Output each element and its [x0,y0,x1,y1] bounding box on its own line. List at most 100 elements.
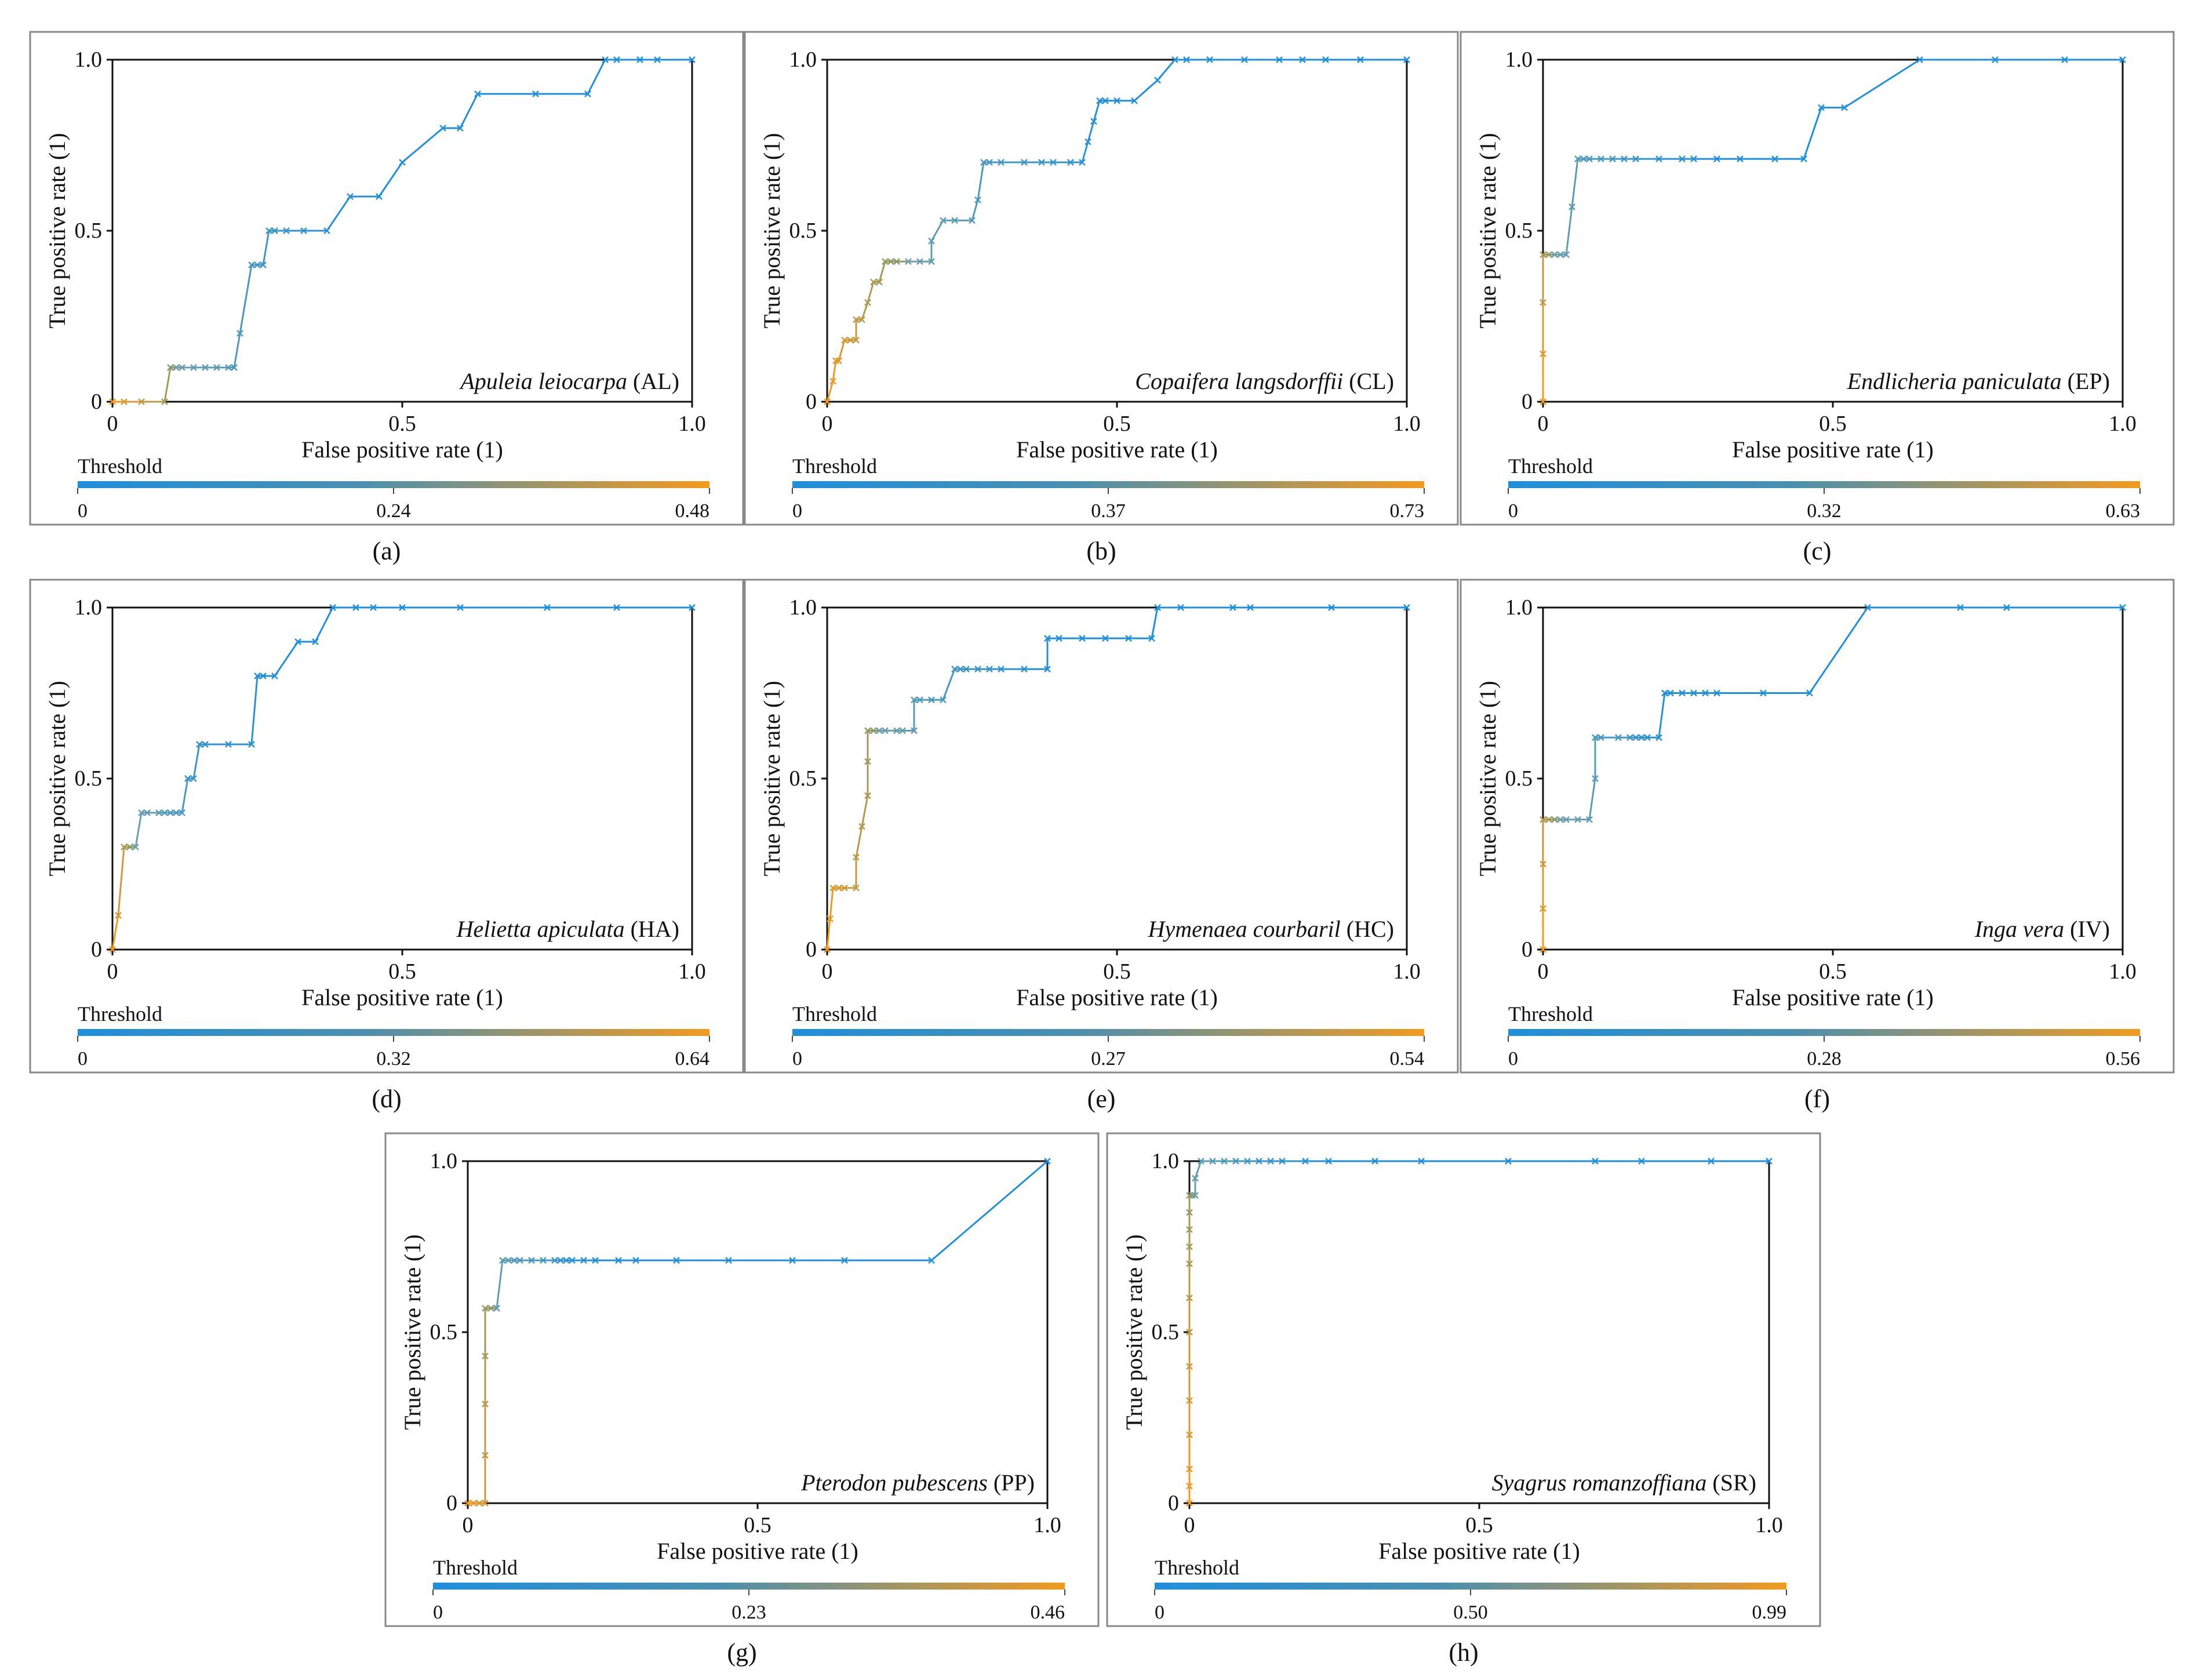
roc-curve-segment [496,1260,504,1308]
roc-point-marker [1056,635,1062,642]
x-tick-label: 0.5 [388,959,416,984]
roc-point-marker [853,884,860,892]
roc-point-marker [1667,689,1674,697]
roc-curve-segment [1588,778,1596,820]
threshold-label: Threshold [1508,454,1593,478]
roc-point-marker [1371,1158,1378,1165]
roc-point-marker [1186,1243,1193,1250]
species-name: Apuleia leiocarpa [458,368,627,394]
roc-point-marker [1655,155,1662,162]
roc-curve-segment [867,282,875,303]
roc-point-marker [916,258,923,265]
roc-point-marker [1760,689,1767,697]
roc-point-marker [858,316,865,323]
roc-curve-segment [250,675,259,745]
roc-point-marker [1125,635,1132,642]
roc-point-marker [1044,666,1051,673]
roc-point-marker [376,193,383,200]
y-axis-label: True positive rate (1) [44,133,70,328]
x-tick-label: 0 [1184,1513,1195,1537]
roc-point-marker [1186,1294,1193,1301]
roc-point-marker [1597,155,1604,162]
panel-letter: (a) [373,537,401,565]
roc-point-marker [1322,56,1329,63]
y-tick-label: 1.0 [1505,48,1533,72]
threshold-tick-label: 0.37 [1091,500,1126,522]
y-tick-label: 0.5 [75,766,103,791]
panel-letter: (f) [1804,1085,1830,1113]
roc-point-marker [1186,1226,1193,1233]
roc-point-marker [1038,159,1045,166]
roc-point-marker [184,775,191,782]
y-tick-label: 0 [446,1491,457,1515]
threshold-tick-label: 0.63 [2106,500,2141,522]
x-tick-label: 1.0 [1393,412,1421,436]
roc-point-marker [1638,1158,1645,1165]
roc-point-marker [1256,1158,1262,1165]
roc-curve-segment [1156,59,1176,81]
threshold-tick-label: 0 [1155,1602,1164,1623]
species-label: Inga vera (IV) [1974,916,2110,942]
species-label: Hymenaea courbaril (HC) [1148,916,1394,942]
roc-point-marker [963,666,970,673]
x-tick-label: 0 [822,959,833,984]
roc-point-marker [969,217,976,224]
panel-border [744,579,1459,1074]
roc-point-marker [260,261,267,268]
roc-point-marker [928,258,935,265]
roc-point-marker [1551,251,1558,259]
roc-point-marker [265,227,272,234]
threshold-color-bar [433,1583,1065,1590]
roc-curve-segment [931,1160,1048,1261]
roc-point-marker [1679,689,1686,697]
roc-point-marker [236,330,243,337]
roc-point-marker [1540,905,1546,912]
roc-point-marker [1638,734,1645,741]
roc-point-marker [986,159,993,166]
y-axis-label: True positive rate (1) [44,681,70,876]
x-tick-label: 0 [463,1513,474,1537]
y-tick-label: 0 [806,937,817,962]
roc-point-marker [202,364,209,371]
roc-point-marker [1632,734,1639,741]
roc-point-marker [654,56,661,63]
roc-curve-segment [274,641,299,677]
species-name: Copaifera langsdorffii [1135,368,1343,394]
roc-point-marker [1102,635,1109,642]
roc-curve-segment [1134,79,1158,101]
roc-point-marker [1186,1329,1193,1336]
roc-point-marker [196,741,203,748]
roc-point-marker [1702,689,1709,697]
roc-point-marker [940,696,947,704]
roc-point-marker [528,1257,535,1264]
roc-point-marker [1186,1397,1193,1404]
roc-point-marker [824,946,831,953]
species-label: Endlicheria paniculata (EP) [1847,368,2110,394]
threshold-tick-label: 0 [1508,1048,1518,1070]
roc-curve-segment [878,261,886,282]
roc-point-marker [511,1257,518,1264]
threshold-label: Threshold [792,454,877,478]
roc-point-marker [482,1304,489,1312]
x-axis-label: False positive rate (1) [657,1538,858,1564]
roc-point-marker [870,727,877,734]
species-name: Pterodon pubescens [800,1470,988,1496]
roc-point-marker [1864,604,1871,611]
roc-point-marker [1328,604,1335,611]
roc-point-marker [1592,1158,1599,1165]
panel-border [29,31,744,526]
threshold-tick-label: 0 [78,500,88,522]
roc-point-marker [827,915,834,922]
roc-point-marker [1232,1158,1239,1165]
species-label: Copaifera langsdorffii (CL) [1135,368,1394,394]
panel-border [384,1132,1100,1627]
y-tick-label: 1.0 [1505,595,1533,620]
threshold-label: Threshold [433,1556,518,1579]
roc-point-marker [1186,1363,1193,1370]
roc-point-marker [190,775,197,782]
roc-point-marker [824,398,831,405]
roc-point-marker [864,727,871,734]
roc-point-marker [551,1257,558,1264]
roc-point-marker [905,258,912,265]
